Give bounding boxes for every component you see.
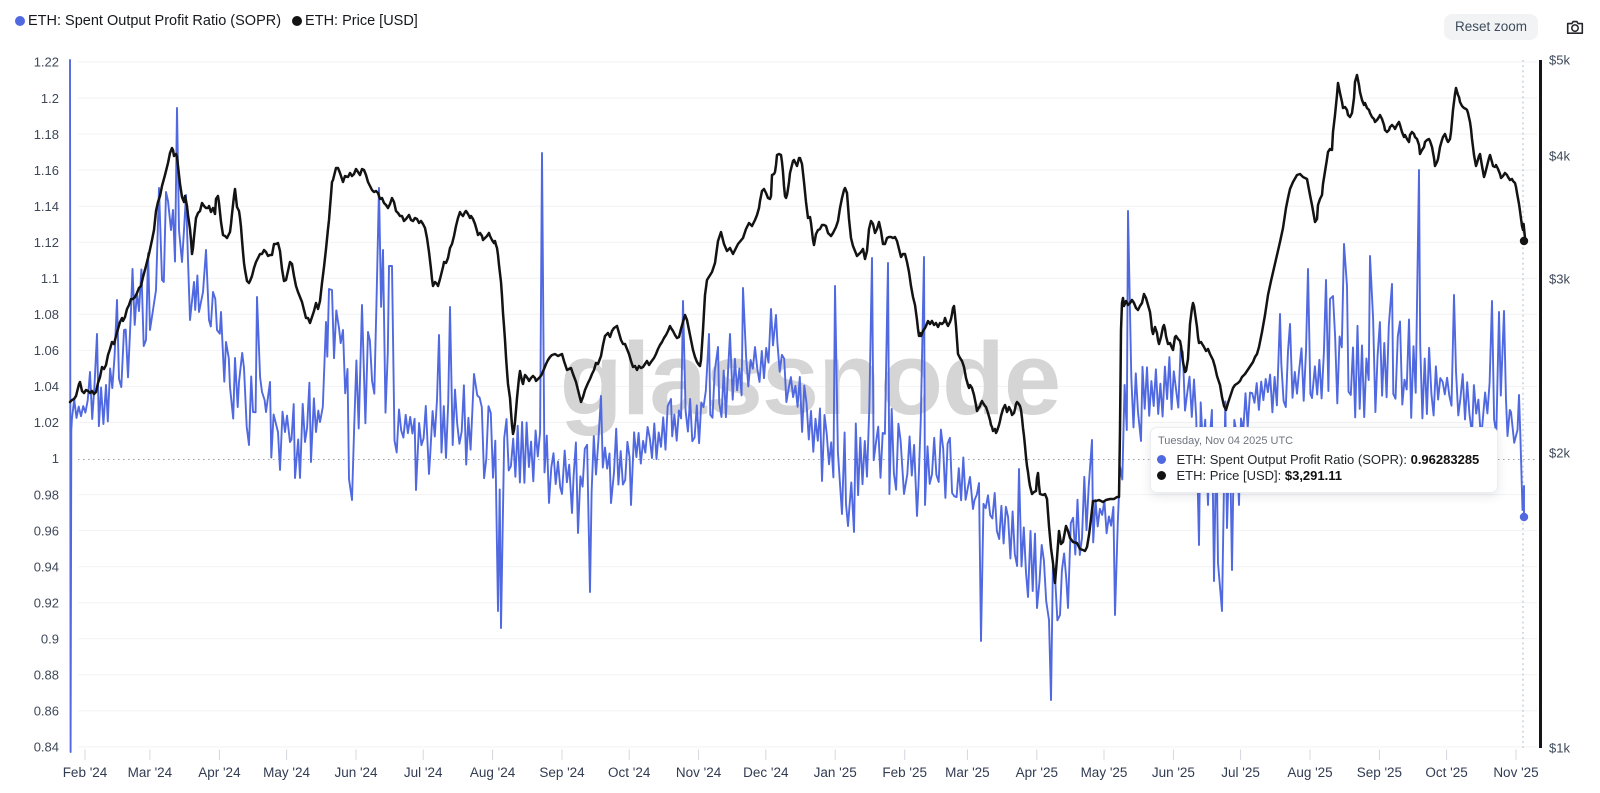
svg-text:Sep '25: Sep '25: [1357, 765, 1402, 780]
svg-text:Jul '24: Jul '24: [404, 765, 443, 780]
svg-text:$2k: $2k: [1549, 446, 1570, 461]
svg-text:Oct '24: Oct '24: [608, 765, 651, 780]
svg-text:0.84: 0.84: [34, 740, 59, 755]
svg-text:Apr '25: Apr '25: [1016, 765, 1058, 780]
svg-text:1: 1: [52, 451, 59, 466]
svg-text:Nov '24: Nov '24: [676, 765, 722, 780]
svg-text:1.04: 1.04: [34, 379, 59, 394]
svg-text:0.88: 0.88: [34, 668, 59, 683]
svg-text:May '24: May '24: [263, 765, 310, 780]
svg-text:Mar '24: Mar '24: [128, 765, 173, 780]
svg-text:0.9: 0.9: [41, 632, 59, 647]
svg-text:1.02: 1.02: [34, 415, 59, 430]
svg-text:Aug '24: Aug '24: [470, 765, 516, 780]
svg-text:1.08: 1.08: [34, 307, 59, 322]
svg-text:1.06: 1.06: [34, 343, 59, 358]
svg-text:Dec '24: Dec '24: [743, 765, 789, 780]
svg-text:1.14: 1.14: [34, 199, 59, 214]
svg-text:0.86: 0.86: [34, 704, 59, 719]
svg-text:Jun '25: Jun '25: [1152, 765, 1195, 780]
svg-text:1.12: 1.12: [34, 235, 59, 250]
svg-text:1.1: 1.1: [41, 271, 59, 286]
svg-text:Nov '25: Nov '25: [1493, 765, 1538, 780]
svg-text:Apr '24: Apr '24: [198, 765, 241, 780]
svg-text:Sep '24: Sep '24: [539, 765, 585, 780]
svg-text:0.94: 0.94: [34, 559, 59, 574]
svg-text:$4k: $4k: [1549, 149, 1570, 164]
svg-text:Jul '25: Jul '25: [1221, 765, 1260, 780]
svg-text:1.16: 1.16: [34, 163, 59, 178]
svg-text:0.96: 0.96: [34, 523, 59, 538]
svg-text:Mar '25: Mar '25: [945, 765, 990, 780]
svg-text:1.22: 1.22: [34, 55, 59, 70]
svg-text:May '25: May '25: [1081, 765, 1128, 780]
svg-text:Jan '25: Jan '25: [814, 765, 857, 780]
svg-text:1.2: 1.2: [41, 91, 59, 106]
svg-text:1.18: 1.18: [34, 127, 59, 142]
svg-text:Oct '25: Oct '25: [1425, 765, 1467, 780]
svg-text:$3k: $3k: [1549, 272, 1570, 287]
svg-text:Jun '24: Jun '24: [334, 765, 378, 780]
svg-text:0.98: 0.98: [34, 487, 59, 502]
svg-text:Feb '25: Feb '25: [882, 765, 927, 780]
svg-text:$1k: $1k: [1549, 741, 1570, 756]
svg-text:Feb '24: Feb '24: [63, 765, 108, 780]
svg-text:$5k: $5k: [1549, 53, 1570, 68]
svg-text:0.92: 0.92: [34, 596, 59, 611]
svg-text:Aug '25: Aug '25: [1287, 765, 1332, 780]
